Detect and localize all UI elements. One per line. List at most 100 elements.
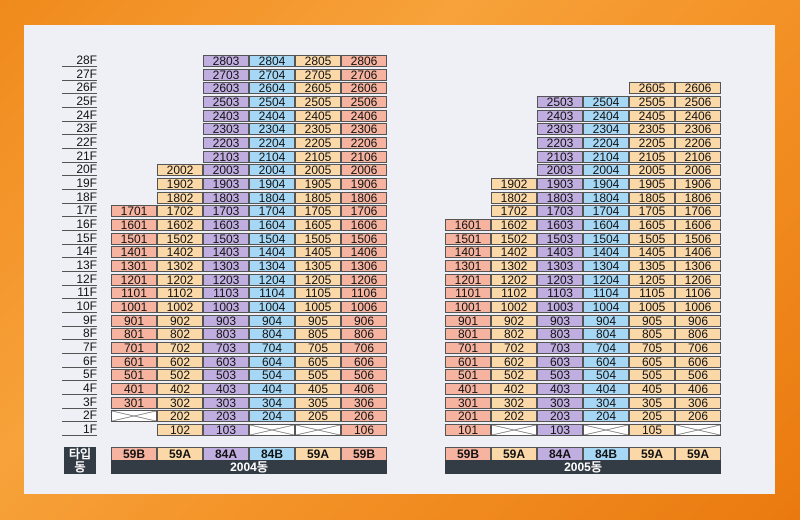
unit-cell: 204 — [583, 410, 629, 423]
unit-cell: 2606 — [675, 82, 721, 95]
unit-cell: 2105 — [295, 150, 341, 163]
unit-cell: 2205 — [629, 136, 675, 149]
unit-cell: 905 — [295, 314, 341, 327]
unit-cell: 302 — [157, 396, 203, 409]
unit-cell: 1005 — [629, 300, 675, 313]
unit-cell: 204 — [249, 410, 295, 423]
unit-cell: 1705 — [629, 205, 675, 218]
unit-cell: 304 — [583, 396, 629, 409]
unit-cell: 1406 — [675, 246, 721, 259]
unit-cell: 1502 — [157, 232, 203, 245]
unit-cell: 1603 — [537, 218, 583, 231]
unit-cell: 1004 — [583, 300, 629, 313]
unit-cell: 2505 — [629, 95, 675, 108]
unit-cell: 2203 — [537, 136, 583, 149]
unit-cell: 1506 — [675, 232, 721, 245]
floor-label: 15F — [62, 232, 97, 245]
empty-unit-cell — [583, 423, 629, 436]
unit-cell: 702 — [491, 341, 537, 354]
unit-cell: 2304 — [583, 123, 629, 136]
unit-cell: 1004 — [249, 300, 295, 313]
unit-cell: 1806 — [341, 191, 387, 204]
unit-cell: 303 — [203, 396, 249, 409]
unit-cell: 1606 — [341, 218, 387, 231]
unit-cell: 2604 — [249, 82, 295, 95]
unit-cell: 905 — [629, 314, 675, 327]
floor-label: 14F — [62, 245, 97, 259]
unit-cell: 1905 — [629, 177, 675, 190]
floor-label: 17F — [62, 204, 97, 218]
floor-label: 7F — [62, 341, 97, 354]
unit-cell: 801 — [111, 328, 157, 341]
unit-cell: 1103 — [537, 287, 583, 300]
unit-cell: 1504 — [583, 232, 629, 245]
unit-cell: 2005 — [629, 164, 675, 177]
floor-label: 3F — [62, 396, 97, 409]
unit-cell: 502 — [491, 369, 537, 382]
unit-cell: 2606 — [341, 82, 387, 95]
unit-cell: 2404 — [583, 109, 629, 122]
unit-cell: 602 — [157, 355, 203, 368]
unit-cell: 1904 — [583, 177, 629, 190]
unit-cell: 701 — [445, 341, 491, 354]
floor-label: 22F — [62, 136, 97, 149]
unit-cell: 406 — [675, 382, 721, 395]
unit-cell: 1401 — [111, 246, 157, 259]
floor-label: 24F — [62, 109, 97, 122]
unit-cell: 406 — [341, 382, 387, 395]
unit-cell: 1006 — [675, 300, 721, 313]
unit-cell: 1601 — [445, 218, 491, 231]
building-legend-label: 동 — [64, 461, 96, 474]
unit-cell: 1906 — [341, 177, 387, 190]
building-name-bar: 2005동 — [445, 460, 721, 474]
unit-cell: 205 — [629, 410, 675, 423]
unit-cell: 1903 — [203, 177, 249, 190]
unit-cell: 1604 — [583, 218, 629, 231]
unit-cell: 1402 — [491, 246, 537, 259]
floor-label: 9F — [62, 314, 97, 327]
unit-cell: 1105 — [629, 287, 675, 300]
floor-label: 2F — [62, 409, 97, 423]
unit-cell: 604 — [249, 355, 295, 368]
unit-cell: 1902 — [491, 177, 537, 190]
unit-cell: 2405 — [629, 109, 675, 122]
unit-cell: 805 — [629, 328, 675, 341]
unit-cell: 301 — [111, 396, 157, 409]
unit-cell: 2506 — [675, 95, 721, 108]
unit-cell: 1103 — [203, 287, 249, 300]
unit-cell: 506 — [675, 369, 721, 382]
unit-cell: 405 — [629, 382, 675, 395]
building-name-bar: 2004동 — [111, 460, 387, 474]
unit-cell: 1302 — [157, 259, 203, 272]
unit-cell: 2404 — [249, 109, 295, 122]
unit-cell: 1903 — [537, 177, 583, 190]
unit-cell: 503 — [203, 369, 249, 382]
unit-cell: 803 — [537, 328, 583, 341]
unit-cell: 2703 — [203, 68, 249, 81]
unit-cell: 1505 — [629, 232, 675, 245]
unit-cell: 1003 — [537, 300, 583, 313]
unit-cell: 2403 — [203, 109, 249, 122]
unit-cell: 901 — [445, 314, 491, 327]
unit-type-cell: 84A — [203, 447, 249, 461]
unit-cell: 2006 — [675, 164, 721, 177]
unit-cell: 804 — [249, 328, 295, 341]
unit-cell: 1102 — [157, 287, 203, 300]
unit-cell: 2305 — [629, 123, 675, 136]
unit-cell: 1703 — [203, 205, 249, 218]
unit-cell: 1201 — [445, 273, 491, 286]
unit-cell: 1805 — [295, 191, 341, 204]
unit-cell: 603 — [537, 355, 583, 368]
unit-cell: 1601 — [111, 218, 157, 231]
unit-cell: 1306 — [341, 259, 387, 272]
unit-cell: 505 — [629, 369, 675, 382]
unit-cell: 2506 — [341, 95, 387, 108]
unit-cell: 1204 — [249, 273, 295, 286]
unit-cell: 1105 — [295, 287, 341, 300]
unit-cell: 1505 — [295, 232, 341, 245]
unit-cell: 2205 — [295, 136, 341, 149]
unit-cell: 705 — [295, 341, 341, 354]
unit-cell: 2504 — [583, 95, 629, 108]
unit-cell: 906 — [341, 314, 387, 327]
unit-cell: 106 — [341, 423, 387, 436]
